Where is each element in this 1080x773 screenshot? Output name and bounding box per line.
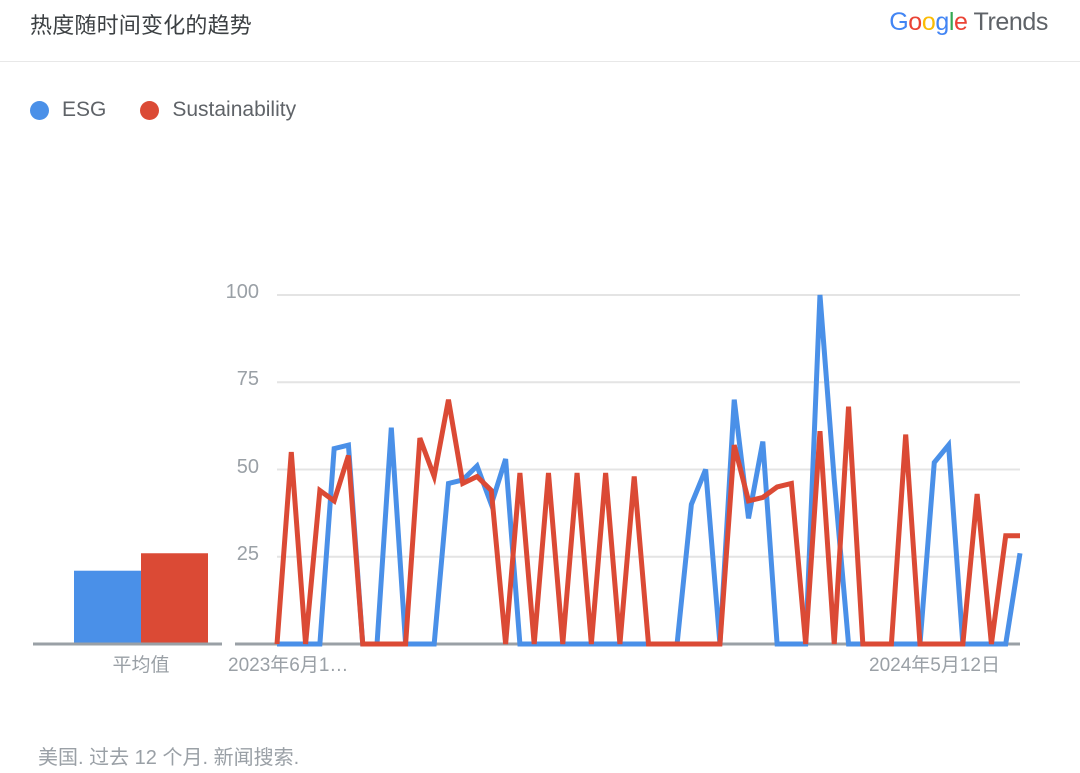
header-bar: 热度随时间变化的趋势 Google Trends xyxy=(0,0,1080,62)
chart-footnote: 美国. 过去 12 个月. 新闻搜索. xyxy=(38,747,300,769)
x-axis-tick-start: 2023年6月1… xyxy=(228,655,349,676)
google-letter-2: o xyxy=(921,8,936,36)
y-axis-tick-75: 75 xyxy=(236,368,259,391)
y-axis-tick-50: 50 xyxy=(236,455,259,478)
google-wordmark: Google xyxy=(889,8,968,36)
chart-canvas[interactable] xyxy=(0,0,1080,700)
google-trends-logo: Google Trends xyxy=(889,8,1048,37)
google-letter-0: G xyxy=(889,8,909,36)
trends-wordmark: Trends xyxy=(973,8,1049,36)
average-bar-sustainability xyxy=(141,553,208,644)
gridlines xyxy=(277,294,1020,558)
legend-label-sustainability: Sustainability xyxy=(172,98,297,121)
google-letter-1: o xyxy=(908,8,922,36)
legend-swatch-esg xyxy=(30,100,49,120)
google-letter-4: l xyxy=(948,8,955,36)
average-bar-esg xyxy=(74,570,141,644)
google-letter-5: e xyxy=(954,8,968,36)
series-line-sustainability xyxy=(274,399,1020,647)
trends-chart[interactable]: 25 50 75 100 平均值 2023年6月1… 2024年5月12日 xyxy=(0,0,1080,700)
x-axis-tick-end: 2024年5月12日 xyxy=(869,655,1000,676)
average-bars-label: 平均值 xyxy=(112,655,170,676)
page-title: 热度随时间变化的趋势 xyxy=(30,13,253,38)
chart-legend: ESG Sustainability xyxy=(30,98,296,122)
series-lines xyxy=(274,294,1023,647)
google-letter-3: g xyxy=(935,8,949,36)
y-axis-tick-100: 100 xyxy=(225,281,259,303)
legend-item-esg[interactable]: ESG xyxy=(30,98,106,122)
legend-swatch-sustainability xyxy=(140,100,160,120)
legend-label-esg: ESG xyxy=(62,98,107,121)
y-axis-tick-25: 25 xyxy=(236,542,259,565)
average-bar-group xyxy=(74,553,208,644)
legend-item-sustainability[interactable]: Sustainability xyxy=(140,98,296,122)
